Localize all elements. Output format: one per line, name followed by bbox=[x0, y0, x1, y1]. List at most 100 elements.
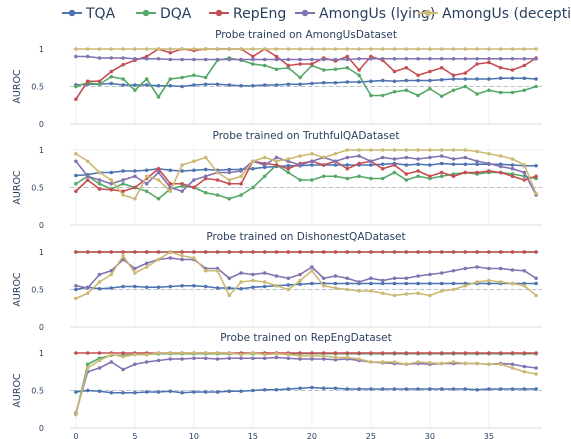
data-point bbox=[451, 47, 456, 51]
data-point bbox=[404, 178, 409, 182]
data-point bbox=[310, 354, 314, 358]
data-point bbox=[156, 170, 161, 175]
panel-title: Probe trained on AmongUsDataset bbox=[215, 29, 397, 41]
data-point bbox=[463, 155, 468, 160]
legend-item-1[interactable]: TQA bbox=[62, 6, 116, 22]
data-point bbox=[310, 57, 314, 62]
data-point bbox=[380, 360, 385, 364]
data-point bbox=[215, 268, 220, 273]
data-point bbox=[333, 351, 338, 355]
data-point bbox=[357, 68, 361, 72]
data-point bbox=[463, 71, 468, 75]
data-point bbox=[239, 83, 243, 88]
data-point bbox=[522, 163, 527, 167]
data-point bbox=[369, 276, 373, 281]
data-point bbox=[168, 250, 173, 254]
data-point bbox=[475, 149, 479, 154]
data-point bbox=[286, 352, 291, 357]
data-point bbox=[487, 266, 491, 271]
data-point bbox=[404, 163, 409, 167]
data-point bbox=[85, 291, 90, 296]
data-point bbox=[380, 93, 385, 98]
data-point bbox=[428, 47, 432, 51]
data-point bbox=[239, 47, 243, 51]
data-point bbox=[333, 274, 338, 278]
data-point bbox=[451, 88, 456, 93]
data-point bbox=[192, 57, 196, 62]
data-point bbox=[487, 362, 491, 367]
y-tick-label: 0 bbox=[39, 221, 44, 230]
data-point bbox=[109, 56, 114, 60]
data-point bbox=[144, 390, 149, 394]
data-point bbox=[215, 82, 220, 87]
data-point bbox=[180, 390, 184, 395]
data-point bbox=[475, 92, 479, 96]
x-tick-label: 5 bbox=[132, 432, 137, 439]
data-point bbox=[357, 56, 361, 61]
data-point bbox=[534, 84, 538, 89]
data-point bbox=[487, 56, 491, 61]
legend-item-5[interactable]: AmongUs (deception) bbox=[418, 6, 571, 22]
data-point bbox=[487, 351, 491, 355]
series-amongus-lying bbox=[74, 54, 538, 62]
data-point bbox=[369, 281, 373, 286]
data-point bbox=[522, 47, 527, 51]
legend-item-4[interactable]: AmongUs (lying) bbox=[295, 6, 435, 22]
data-point bbox=[133, 185, 137, 190]
panel-title: Probe trained on DishonestQADataset bbox=[206, 231, 405, 243]
data-point bbox=[345, 250, 350, 254]
data-point bbox=[451, 287, 456, 292]
data-point bbox=[192, 47, 196, 51]
legend-item-2[interactable]: DQA bbox=[136, 6, 192, 22]
data-point bbox=[416, 274, 420, 278]
data-point bbox=[298, 250, 302, 254]
data-point bbox=[227, 276, 232, 281]
series-amongus-deception bbox=[74, 250, 538, 301]
data-point bbox=[345, 176, 350, 181]
data-point bbox=[369, 148, 373, 152]
data-point bbox=[392, 360, 397, 364]
data-point bbox=[227, 47, 232, 51]
y-tick-label: 1 bbox=[39, 146, 44, 155]
data-point bbox=[522, 76, 527, 81]
data-point bbox=[239, 389, 243, 394]
data-point bbox=[510, 281, 515, 286]
data-point bbox=[321, 47, 326, 51]
series-line bbox=[75, 48, 537, 100]
data-point bbox=[192, 356, 196, 361]
data-point bbox=[203, 167, 208, 172]
data-point bbox=[109, 170, 114, 175]
data-point bbox=[439, 47, 444, 51]
data-point bbox=[534, 47, 538, 51]
data-point bbox=[333, 163, 338, 167]
data-point bbox=[380, 162, 385, 167]
data-point bbox=[498, 266, 503, 271]
data-point bbox=[404, 78, 409, 83]
data-point bbox=[251, 250, 255, 254]
data-point bbox=[227, 389, 232, 394]
data-point bbox=[74, 54, 78, 59]
legend-marker bbox=[142, 9, 150, 17]
data-point bbox=[180, 189, 184, 194]
data-point bbox=[97, 178, 102, 182]
data-point bbox=[510, 174, 515, 179]
data-point bbox=[239, 356, 243, 361]
y-axis-label: AUROC bbox=[12, 170, 23, 205]
data-point bbox=[345, 387, 350, 391]
data-point bbox=[404, 88, 409, 93]
data-point bbox=[321, 163, 326, 167]
y-tick-label: 1 bbox=[39, 45, 44, 54]
data-point bbox=[321, 351, 326, 355]
data-point bbox=[192, 168, 196, 173]
legend-item-3[interactable]: RepEng bbox=[209, 6, 286, 22]
data-point bbox=[321, 80, 326, 85]
data-point bbox=[534, 293, 538, 298]
data-point bbox=[451, 56, 456, 61]
data-point bbox=[85, 178, 90, 182]
data-point bbox=[227, 167, 232, 172]
data-point bbox=[144, 250, 149, 254]
data-point bbox=[262, 155, 267, 160]
data-point bbox=[534, 351, 538, 355]
data-point bbox=[85, 366, 90, 370]
